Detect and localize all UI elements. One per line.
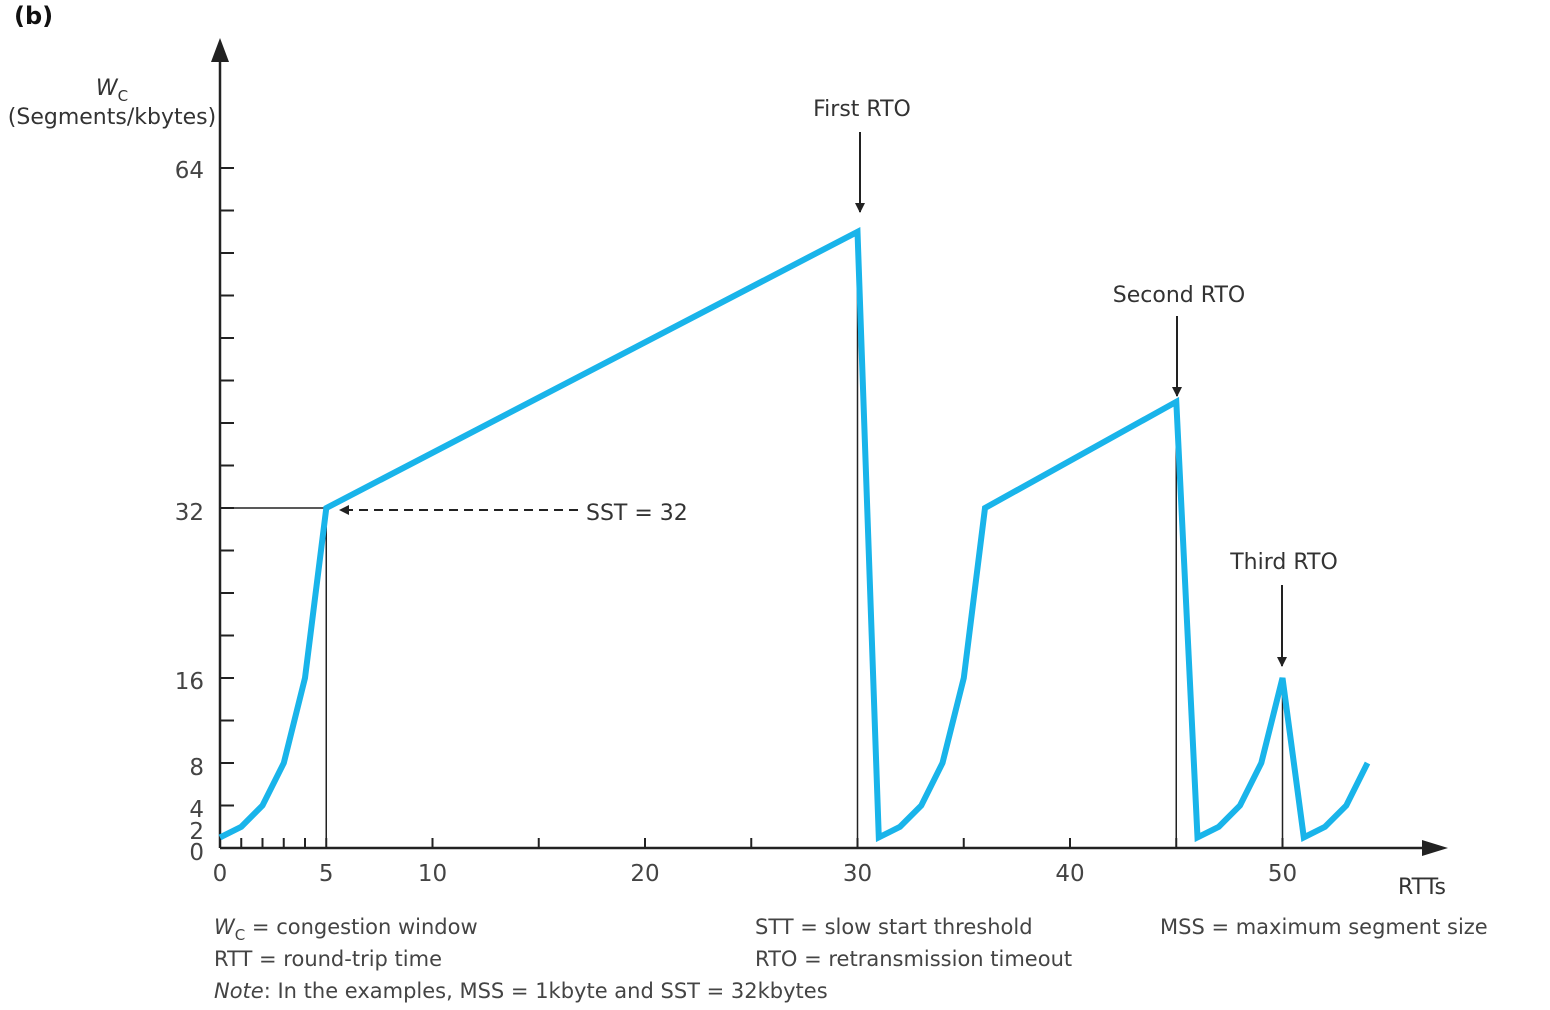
y-tick-label: 8 (189, 755, 204, 781)
x-axis-label: RTTs (1398, 875, 1446, 900)
sst-annotation: SST = 32 (586, 501, 688, 526)
y-tick-label: 64 (175, 158, 204, 184)
x-tick-label: 0 (213, 861, 228, 887)
tick-marks (220, 167, 1284, 848)
y-tick-label: 2 (189, 819, 204, 845)
x-tick-label: 20 (630, 861, 659, 887)
x-tick-label: 40 (1055, 861, 1084, 887)
legend: WC = congestion window RTT = round-trip … (214, 915, 1488, 1003)
legend-mss: MSS = maximum segment size (1160, 915, 1488, 939)
x-tick-label: 50 (1268, 861, 1297, 887)
legend-rtt: RTT = round-trip time (214, 947, 442, 971)
y-tick-label: 4 (189, 797, 204, 823)
first-rto-label: First RTO (813, 97, 911, 122)
panel-label: (b) (14, 2, 53, 30)
guide-lines (220, 231, 1284, 848)
x-tick-label: 5 (319, 861, 334, 887)
third-rto-label: Third RTO (1229, 550, 1338, 575)
legend-wc: WC = congestion window (214, 915, 478, 944)
second-rto-label: Second RTO (1113, 283, 1245, 308)
x-tick-label: 30 (843, 861, 872, 887)
congestion-window-series (218, 226, 1371, 843)
y-tick-label: 16 (175, 669, 204, 695)
legend-note: Note: In the examples, MSS = 1kbyte and … (214, 979, 828, 1003)
y-axis-arrow-icon (211, 38, 229, 62)
legend-rto: RTO = retransmission timeout (755, 947, 1072, 971)
y-tick-label: 32 (175, 500, 204, 526)
x-tick-label: 10 (418, 861, 447, 887)
y-axis-label-unit: (Segments/kbytes) (8, 105, 216, 130)
y-tick-labels: 024 8 16 32 64 (175, 158, 204, 866)
x-axis-arrow-icon (1422, 840, 1448, 856)
legend-stt: STT = slow start threshold (755, 915, 1033, 939)
y-axis-label-symbol: WC (96, 76, 128, 105)
y-tick-label: 0 (189, 840, 204, 866)
x-tick-labels: 0 5 10 20 30 40 50 (213, 861, 1297, 887)
